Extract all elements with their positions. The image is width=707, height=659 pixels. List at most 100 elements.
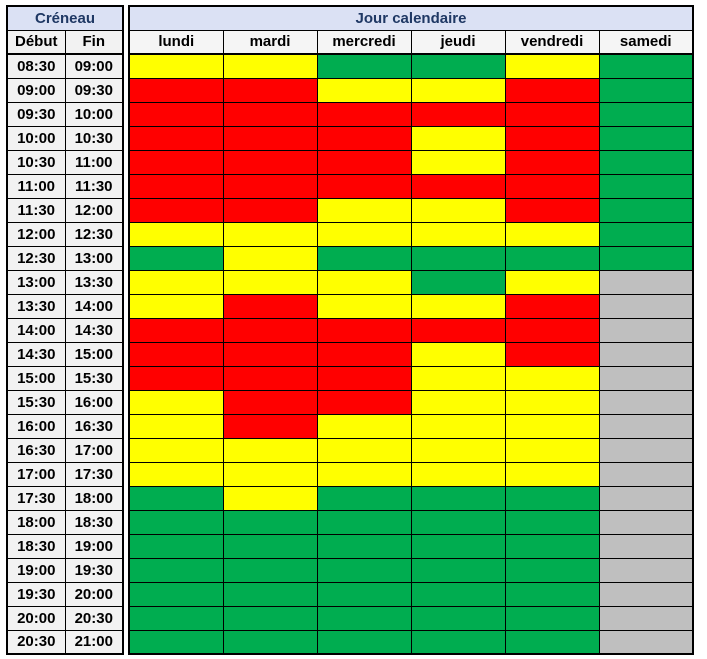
slot-cell-lundi-17:30[interactable] bbox=[128, 485, 224, 511]
slot-cell-vendredi-18:30[interactable] bbox=[504, 533, 600, 559]
slot-cell-jeudi-16:30[interactable] bbox=[410, 437, 506, 463]
slot-cell-mercredi-11:30[interactable] bbox=[316, 197, 412, 223]
slot-cell-samedi-19:00[interactable] bbox=[598, 557, 694, 583]
slot-cell-mardi-15:00[interactable] bbox=[222, 365, 318, 391]
slot-cell-jeudi-13:30[interactable] bbox=[410, 293, 506, 319]
slot-cell-mardi-08:30[interactable] bbox=[222, 53, 318, 79]
slot-cell-vendredi-08:30[interactable] bbox=[504, 53, 600, 79]
slot-cell-mardi-12:00[interactable] bbox=[222, 221, 318, 247]
slot-cell-vendredi-17:30[interactable] bbox=[504, 485, 600, 511]
slot-cell-vendredi-19:30[interactable] bbox=[504, 581, 600, 607]
slot-cell-mercredi-10:30[interactable] bbox=[316, 149, 412, 175]
slot-cell-mardi-16:00[interactable] bbox=[222, 413, 318, 439]
slot-cell-jeudi-17:00[interactable] bbox=[410, 461, 506, 487]
slot-cell-mardi-15:30[interactable] bbox=[222, 389, 318, 415]
slot-cell-mardi-14:00[interactable] bbox=[222, 317, 318, 343]
slot-cell-samedi-20:30[interactable] bbox=[598, 629, 694, 655]
slot-cell-jeudi-14:00[interactable] bbox=[410, 317, 506, 343]
slot-cell-lundi-12:00[interactable] bbox=[128, 221, 224, 247]
slot-cell-samedi-11:00[interactable] bbox=[598, 173, 694, 199]
slot-cell-mercredi-20:30[interactable] bbox=[316, 629, 412, 655]
slot-cell-mardi-13:30[interactable] bbox=[222, 293, 318, 319]
slot-cell-lundi-16:30[interactable] bbox=[128, 437, 224, 463]
slot-cell-samedi-15:00[interactable] bbox=[598, 365, 694, 391]
slot-cell-mardi-18:00[interactable] bbox=[222, 509, 318, 535]
slot-cell-jeudi-20:30[interactable] bbox=[410, 629, 506, 655]
slot-cell-mercredi-17:00[interactable] bbox=[316, 461, 412, 487]
slot-cell-mardi-16:30[interactable] bbox=[222, 437, 318, 463]
slot-cell-samedi-14:00[interactable] bbox=[598, 317, 694, 343]
slot-cell-vendredi-14:30[interactable] bbox=[504, 341, 600, 367]
slot-cell-vendredi-20:00[interactable] bbox=[504, 605, 600, 631]
slot-cell-vendredi-09:30[interactable] bbox=[504, 101, 600, 127]
slot-cell-samedi-09:00[interactable] bbox=[598, 77, 694, 103]
slot-cell-vendredi-10:30[interactable] bbox=[504, 149, 600, 175]
slot-cell-lundi-19:00[interactable] bbox=[128, 557, 224, 583]
slot-cell-jeudi-13:00[interactable] bbox=[410, 269, 506, 295]
slot-cell-vendredi-11:30[interactable] bbox=[504, 197, 600, 223]
slot-cell-vendredi-16:00[interactable] bbox=[504, 413, 600, 439]
slot-cell-jeudi-17:30[interactable] bbox=[410, 485, 506, 511]
slot-cell-lundi-19:30[interactable] bbox=[128, 581, 224, 607]
slot-cell-lundi-09:00[interactable] bbox=[128, 77, 224, 103]
slot-cell-vendredi-10:00[interactable] bbox=[504, 125, 600, 151]
slot-cell-lundi-12:30[interactable] bbox=[128, 245, 224, 271]
slot-cell-mercredi-14:00[interactable] bbox=[316, 317, 412, 343]
slot-cell-samedi-10:30[interactable] bbox=[598, 149, 694, 175]
slot-cell-samedi-13:30[interactable] bbox=[598, 293, 694, 319]
slot-cell-jeudi-11:00[interactable] bbox=[410, 173, 506, 199]
slot-cell-samedi-12:30[interactable] bbox=[598, 245, 694, 271]
slot-cell-lundi-13:30[interactable] bbox=[128, 293, 224, 319]
slot-cell-jeudi-18:30[interactable] bbox=[410, 533, 506, 559]
slot-cell-mardi-11:30[interactable] bbox=[222, 197, 318, 223]
slot-cell-lundi-15:30[interactable] bbox=[128, 389, 224, 415]
slot-cell-mercredi-18:30[interactable] bbox=[316, 533, 412, 559]
slot-cell-samedi-20:00[interactable] bbox=[598, 605, 694, 631]
slot-cell-samedi-08:30[interactable] bbox=[598, 53, 694, 79]
slot-cell-lundi-20:00[interactable] bbox=[128, 605, 224, 631]
slot-cell-lundi-15:00[interactable] bbox=[128, 365, 224, 391]
slot-cell-mercredi-08:30[interactable] bbox=[316, 53, 412, 79]
slot-cell-mardi-20:30[interactable] bbox=[222, 629, 318, 655]
slot-cell-lundi-11:00[interactable] bbox=[128, 173, 224, 199]
slot-cell-mardi-18:30[interactable] bbox=[222, 533, 318, 559]
slot-cell-samedi-13:00[interactable] bbox=[598, 269, 694, 295]
slot-cell-mardi-10:00[interactable] bbox=[222, 125, 318, 151]
slot-cell-mercredi-15:30[interactable] bbox=[316, 389, 412, 415]
slot-cell-vendredi-15:30[interactable] bbox=[504, 389, 600, 415]
slot-cell-jeudi-09:00[interactable] bbox=[410, 77, 506, 103]
slot-cell-jeudi-14:30[interactable] bbox=[410, 341, 506, 367]
slot-cell-jeudi-15:00[interactable] bbox=[410, 365, 506, 391]
slot-cell-jeudi-15:30[interactable] bbox=[410, 389, 506, 415]
slot-cell-mardi-09:00[interactable] bbox=[222, 77, 318, 103]
slot-cell-jeudi-16:00[interactable] bbox=[410, 413, 506, 439]
slot-cell-jeudi-18:00[interactable] bbox=[410, 509, 506, 535]
slot-cell-mercredi-13:30[interactable] bbox=[316, 293, 412, 319]
slot-cell-samedi-14:30[interactable] bbox=[598, 341, 694, 367]
slot-cell-mardi-10:30[interactable] bbox=[222, 149, 318, 175]
slot-cell-jeudi-19:30[interactable] bbox=[410, 581, 506, 607]
slot-cell-mardi-19:30[interactable] bbox=[222, 581, 318, 607]
slot-cell-mercredi-12:00[interactable] bbox=[316, 221, 412, 247]
slot-cell-vendredi-09:00[interactable] bbox=[504, 77, 600, 103]
slot-cell-mardi-20:00[interactable] bbox=[222, 605, 318, 631]
slot-cell-mardi-17:00[interactable] bbox=[222, 461, 318, 487]
slot-cell-lundi-18:00[interactable] bbox=[128, 509, 224, 535]
slot-cell-mercredi-17:30[interactable] bbox=[316, 485, 412, 511]
slot-cell-mercredi-19:30[interactable] bbox=[316, 581, 412, 607]
slot-cell-vendredi-19:00[interactable] bbox=[504, 557, 600, 583]
slot-cell-mercredi-20:00[interactable] bbox=[316, 605, 412, 631]
slot-cell-jeudi-10:30[interactable] bbox=[410, 149, 506, 175]
slot-cell-mercredi-09:00[interactable] bbox=[316, 77, 412, 103]
slot-cell-lundi-20:30[interactable] bbox=[128, 629, 224, 655]
slot-cell-mercredi-16:30[interactable] bbox=[316, 437, 412, 463]
slot-cell-mardi-09:30[interactable] bbox=[222, 101, 318, 127]
slot-cell-mercredi-11:00[interactable] bbox=[316, 173, 412, 199]
slot-cell-vendredi-20:30[interactable] bbox=[504, 629, 600, 655]
slot-cell-samedi-12:00[interactable] bbox=[598, 221, 694, 247]
slot-cell-vendredi-15:00[interactable] bbox=[504, 365, 600, 391]
slot-cell-mercredi-16:00[interactable] bbox=[316, 413, 412, 439]
slot-cell-mardi-14:30[interactable] bbox=[222, 341, 318, 367]
slot-cell-mardi-19:00[interactable] bbox=[222, 557, 318, 583]
slot-cell-samedi-15:30[interactable] bbox=[598, 389, 694, 415]
